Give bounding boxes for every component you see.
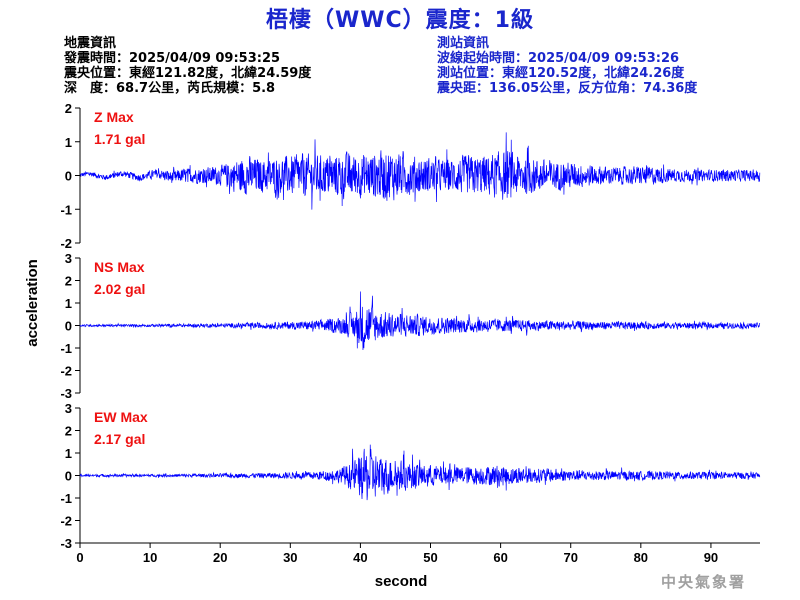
y-tick-label: 0 xyxy=(65,469,72,484)
x-tick-label: 70 xyxy=(563,550,577,565)
origin-time: 發震時間：2025/04/09 09:53:25 xyxy=(64,51,281,66)
x-tick-label: 90 xyxy=(704,550,718,565)
x-tick-label: 50 xyxy=(423,550,437,565)
earthquake-info-heading: 地震資訊 xyxy=(64,36,117,51)
x-tick-label: 30 xyxy=(283,550,297,565)
station-location: 測站位置：東經120.52度，北緯24.26度 xyxy=(437,66,685,81)
max-label-z: Z Max xyxy=(94,109,134,125)
station-info-heading: 測站資訊 xyxy=(437,36,490,51)
max-label-ns: NS Max xyxy=(94,259,145,275)
max-value-ns: 2.02 gal xyxy=(94,281,145,297)
x-tick-label: 60 xyxy=(493,550,507,565)
epicenter: 震央位置：東經121.82度，北緯24.59度 xyxy=(64,66,312,81)
depth-magnitude: 深 度：68.7公里，芮氏規模：5.8 xyxy=(64,81,276,96)
station-info: 測站資訊 波線起始時間：2025/04/09 09:53:26 測站位置：東經1… xyxy=(437,36,697,96)
waveform-z xyxy=(79,132,761,210)
y-tick-label: 1 xyxy=(65,135,72,150)
y-tick-label: 0 xyxy=(65,319,72,334)
earthquake-info: 地震資訊 發震時間：2025/04/09 09:53:25 震央位置：東經121… xyxy=(64,36,311,96)
y-tick-label: -2 xyxy=(60,514,72,529)
y-tick-label: -1 xyxy=(60,202,72,217)
y-tick-label: -3 xyxy=(60,536,72,551)
y-tick-label: -1 xyxy=(60,341,72,356)
y-tick-label: 1 xyxy=(65,296,72,311)
x-tick-label: 40 xyxy=(353,550,367,565)
x-tick-label: 20 xyxy=(213,550,227,565)
y-tick-label: -1 xyxy=(60,491,72,506)
y-tick-label: -3 xyxy=(60,386,72,401)
x-tick-label: 80 xyxy=(634,550,648,565)
waveform-ew xyxy=(79,444,761,501)
y-tick-label: 1 xyxy=(65,446,72,461)
wave-start-time: 波線起始時間：2025/04/09 09:53:26 xyxy=(437,51,680,66)
x-tick-label: 10 xyxy=(143,550,157,565)
distance-azimuth: 震央距：136.05公里，反方位角：74.36度 xyxy=(437,81,698,96)
y-tick-label: -2 xyxy=(60,364,72,379)
y-tick-label: 0 xyxy=(65,169,72,184)
max-value-z: 1.71 gal xyxy=(94,131,145,147)
y-tick-label: 3 xyxy=(65,401,72,416)
y-tick-label: 2 xyxy=(65,101,72,116)
cwa-watermark: 中央氣象署 xyxy=(660,573,746,591)
max-label-ew: EW Max xyxy=(94,409,148,425)
y-tick-label: 2 xyxy=(65,274,72,289)
y-tick-label: 3 xyxy=(65,251,72,266)
x-tick-label: 0 xyxy=(76,550,83,565)
y-tick-label: 2 xyxy=(65,424,72,439)
x-axis-label: second xyxy=(375,573,428,590)
waveform-ns xyxy=(79,291,761,350)
chart-title: 梧棲（WWC）震度：1級 xyxy=(266,8,534,33)
max-value-ew: 2.17 gal xyxy=(94,431,145,447)
y-axis-label: acceleration xyxy=(24,259,41,347)
y-tick-label: -2 xyxy=(60,236,72,251)
